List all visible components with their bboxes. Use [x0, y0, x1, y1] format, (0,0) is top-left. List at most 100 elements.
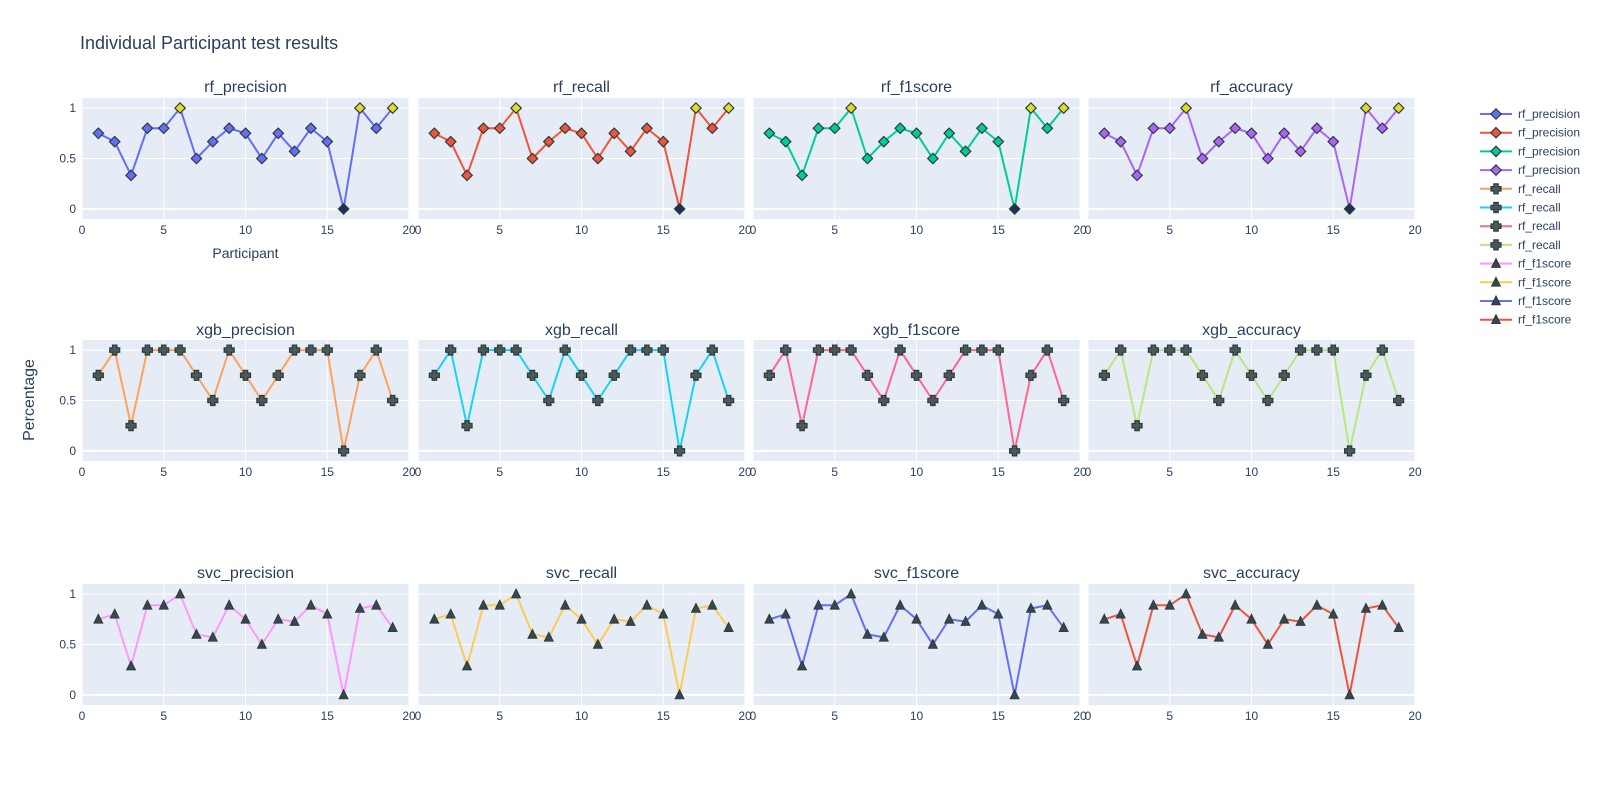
- data-point: [1229, 344, 1241, 356]
- data-point: [477, 344, 489, 356]
- data-point: [1180, 587, 1192, 599]
- x-tick-label: 20: [1408, 465, 1422, 479]
- data-point: [304, 122, 317, 135]
- legend-item: rf_precision: [1480, 126, 1580, 140]
- data-point: [305, 599, 317, 610]
- legend-marker: [1490, 239, 1502, 251]
- panel-xgb_f1score: 0 5 10 15 20 xgb_f1score: [750, 322, 1087, 479]
- data-point: [223, 122, 236, 135]
- legend-label: rf_f1score: [1518, 294, 1572, 308]
- data-point: [829, 344, 841, 356]
- data-point: [289, 615, 300, 626]
- x-tick-label: 15: [992, 223, 1006, 237]
- data-point: [429, 613, 440, 624]
- data-point: [1098, 369, 1110, 381]
- x-tick-label: 20: [1408, 223, 1422, 237]
- data-point: [1344, 445, 1356, 457]
- data-point: [321, 344, 333, 356]
- x-tick-label: 0: [79, 709, 86, 723]
- data-point: [1327, 344, 1339, 356]
- data-point: [1180, 344, 1192, 356]
- legend-marker: [1489, 126, 1503, 139]
- data-point: [1278, 127, 1291, 140]
- data-point: [943, 613, 955, 624]
- data-point: [510, 102, 523, 115]
- x-tick-label: 5: [160, 709, 167, 723]
- subplot-title: rf_accuracy: [1210, 79, 1293, 96]
- data-point: [723, 394, 735, 407]
- x-tick-label: 0: [415, 465, 422, 479]
- data-point: [239, 127, 252, 140]
- data-point: [625, 615, 636, 626]
- data-point: [1115, 608, 1126, 619]
- data-point: [690, 369, 702, 381]
- data-point: [894, 122, 907, 135]
- data-point: [445, 608, 456, 619]
- x-tick-label: 20: [1408, 709, 1422, 723]
- data-point: [1360, 602, 1372, 613]
- x-tick-label: 10: [910, 709, 924, 723]
- data-point: [959, 344, 972, 356]
- subplot-title: rf_f1score: [881, 79, 952, 96]
- data-point: [141, 122, 154, 135]
- data-point: [975, 122, 988, 135]
- data-point: [1311, 599, 1323, 610]
- data-point: [658, 608, 669, 619]
- data-point: [877, 135, 890, 148]
- panel-rf_recall: 0 5 10 15 20 rf_recall: [415, 79, 752, 237]
- x-tick-label: 10: [910, 465, 924, 479]
- data-point: [1114, 135, 1127, 148]
- data-point: [1041, 344, 1053, 356]
- data-point: [689, 102, 702, 115]
- x-tick-label: 10: [239, 709, 253, 723]
- x-tick-label: 10: [910, 223, 924, 237]
- data-point: [591, 152, 604, 165]
- data-point: [354, 369, 366, 381]
- data-point: [109, 344, 121, 356]
- data-point: [845, 587, 857, 599]
- x-tick-label: 15: [657, 223, 671, 237]
- data-point: [780, 608, 791, 619]
- data-point: [288, 145, 301, 158]
- data-point: [141, 344, 153, 356]
- data-point: [1042, 599, 1053, 610]
- x-tick-label: 5: [1166, 223, 1173, 237]
- data-point: [92, 369, 104, 381]
- data-point: [206, 135, 219, 148]
- data-point: [1245, 369, 1258, 381]
- data-point: [910, 369, 923, 381]
- data-point: [142, 599, 153, 610]
- data-point: [1009, 445, 1021, 457]
- data-point: [707, 599, 718, 610]
- data-point: [510, 587, 522, 599]
- legend-item: rf_recall: [1480, 201, 1561, 215]
- legend-marker: [1490, 313, 1502, 324]
- data-point: [1246, 613, 1257, 624]
- subplot-title: rf_precision: [204, 79, 287, 96]
- data-point: [845, 102, 858, 115]
- subplot-title: svc_recall: [546, 565, 617, 582]
- data-point: [1180, 102, 1193, 115]
- data-point: [1041, 122, 1054, 135]
- legend-marker: [1489, 164, 1503, 177]
- data-point: [926, 152, 939, 165]
- x-tick-label: 15: [657, 709, 671, 723]
- x-tick-label: 15: [992, 709, 1006, 723]
- x-tick-label: 0: [415, 709, 422, 723]
- data-point: [862, 628, 873, 639]
- data-point: [1360, 369, 1372, 381]
- panel-rf_f1score: 0 5 10 15 20 rf_f1score: [750, 79, 1087, 237]
- data-point: [109, 608, 120, 619]
- y-tick-label: 1: [69, 101, 76, 115]
- data-point: [993, 608, 1004, 619]
- data-point: [1057, 102, 1070, 115]
- legend-label: rf_recall: [1518, 182, 1561, 196]
- subplot-title: xgb_accuracy: [1202, 322, 1301, 339]
- legend-item: rf_f1score: [1480, 257, 1572, 271]
- data-point: [624, 344, 637, 356]
- data-point: [943, 127, 956, 140]
- panel-rf_accuracy: 0 5 10 15 20 rf_accuracy: [1085, 79, 1422, 237]
- data-point: [829, 599, 840, 610]
- data-point: [223, 599, 235, 610]
